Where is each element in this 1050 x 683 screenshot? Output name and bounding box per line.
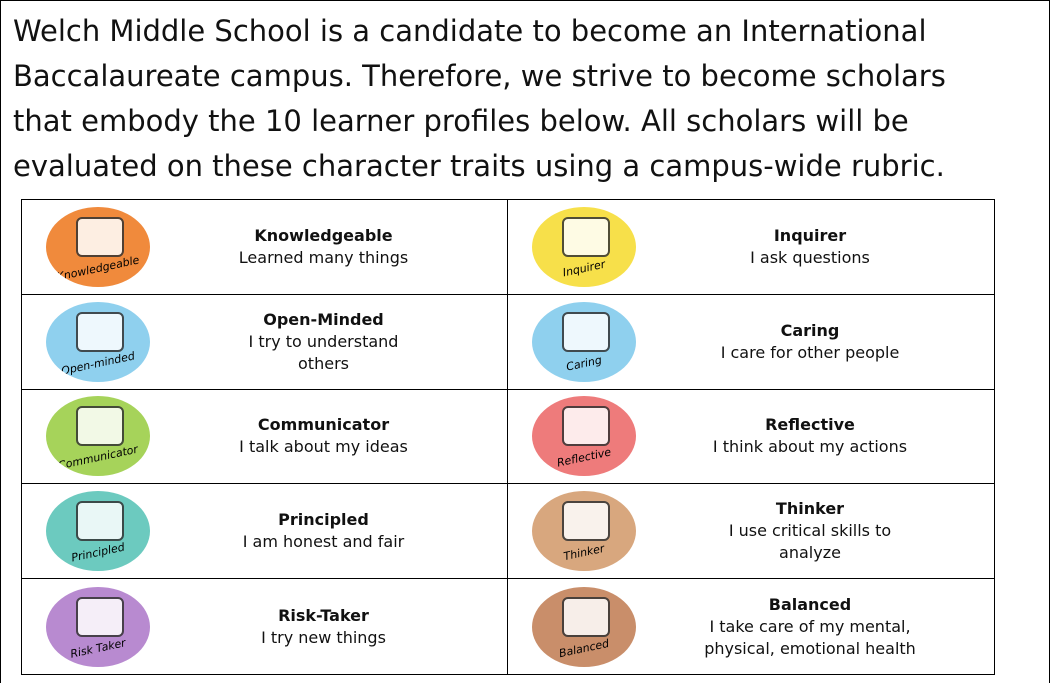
profile-icon: Principled xyxy=(46,491,150,572)
profile-description: I try to understand xyxy=(248,331,399,351)
profile-description: I try new things xyxy=(261,627,386,647)
profile-icon: Knowledgeable xyxy=(46,206,150,287)
icon-art xyxy=(76,311,124,352)
profile-text: Open-Minded I try to understand others xyxy=(150,309,507,375)
profile-description: I take care of my mental, xyxy=(709,616,911,636)
profile-description: I am honest and fair xyxy=(242,532,405,552)
profile-cell: Risk Taker Risk-Taker I try new things xyxy=(22,579,508,674)
profile-description: I ask questions xyxy=(750,247,870,267)
icon-art xyxy=(76,406,124,447)
profile-description: I talk about my ideas xyxy=(239,437,408,457)
profile-text: Inquirer I ask questions xyxy=(636,225,994,269)
profile-text: Reflective I think about my actions xyxy=(636,414,994,458)
intro-line: evaluated on these character traits usin… xyxy=(13,149,945,183)
profile-icon: Risk Taker xyxy=(46,586,150,667)
profile-title: Principled xyxy=(278,510,369,530)
profile-description: physical, emotional health xyxy=(704,638,916,658)
icon-art xyxy=(76,596,124,637)
profile-title: Risk-Taker xyxy=(278,605,369,625)
profile-description: I care for other people xyxy=(720,342,900,362)
profile-icon: Balanced xyxy=(532,586,636,667)
profile-icon: Reflective xyxy=(532,396,636,477)
icon-art xyxy=(76,216,124,257)
icon-art xyxy=(562,596,610,637)
profile-text: Balanced I take care of my mental, physica… xyxy=(636,594,994,660)
profile-cell: Caring Caring I care for other people xyxy=(508,295,994,390)
profile-description: I use critical skills to xyxy=(728,521,892,541)
profile-icon: Open-minded xyxy=(46,301,150,382)
profile-icon: Caring xyxy=(532,301,636,382)
profile-description: analyze xyxy=(779,543,841,563)
profile-cell: Communicator Communicator I talk about my … xyxy=(22,389,508,485)
icon-art xyxy=(76,501,124,542)
icon-art xyxy=(562,406,610,447)
profile-cell: Principled Principled I am honest and fair xyxy=(22,484,508,580)
icon-art xyxy=(562,501,610,542)
profile-description: Learned many things xyxy=(238,247,409,267)
icon-art xyxy=(562,216,610,257)
profile-text: Principled I am honest and fair xyxy=(150,509,507,553)
profile-title: Reflective xyxy=(765,415,855,435)
profile-text: Thinker I use critical skills to analyze xyxy=(636,498,994,564)
profile-text: Risk-Taker I try new things xyxy=(150,605,507,649)
profile-title: Inquirer xyxy=(773,225,847,245)
learner-profile-table: Knowledgeable Knowledgeable Learned many t… xyxy=(21,199,995,675)
profile-title: Balanced xyxy=(768,594,852,614)
profile-icon: Inquirer xyxy=(532,206,636,287)
profile-title: Open-Minded xyxy=(263,309,384,329)
profile-icon: Thinker xyxy=(532,491,636,572)
profile-description: others xyxy=(298,353,349,373)
profile-title: Caring xyxy=(780,320,840,340)
intro-line: Welch Middle School is a candidate to be… xyxy=(13,14,927,48)
profile-text: Caring I care for other people xyxy=(636,320,994,364)
profile-cell: Thinker Thinker I use critical skills to an… xyxy=(508,484,994,580)
profile-title: Thinker xyxy=(775,499,845,519)
profile-cell: Reflective Reflective I think about my act… xyxy=(508,390,994,485)
intro-line: Baccalaureate campus. Therefore, we stri… xyxy=(13,59,946,93)
profile-icon: Communicator xyxy=(46,396,150,477)
profile-title: Knowledgeable xyxy=(254,225,393,245)
profile-text: Knowledgeable Learned many things xyxy=(150,225,507,269)
profile-cell: Balanced Balanced I take care of my mental… xyxy=(508,579,994,674)
profile-cell: Open-minded Open-Minded I try to understan… xyxy=(22,294,508,390)
profile-cell: Knowledgeable Knowledgeable Learned many t… xyxy=(22,200,508,295)
profile-cell: Inquirer Inquirer I ask questions xyxy=(508,200,994,295)
profile-description: I think about my actions xyxy=(712,437,908,457)
profile-text: Communicator I talk about my ideas xyxy=(150,414,507,458)
icon-art xyxy=(562,311,610,352)
intro-paragraph: Welch Middle School is a candidate to be… xyxy=(13,9,1033,189)
profile-title: Communicator xyxy=(257,415,390,435)
intro-line: that embody the 10 learner profiles belo… xyxy=(13,104,909,138)
